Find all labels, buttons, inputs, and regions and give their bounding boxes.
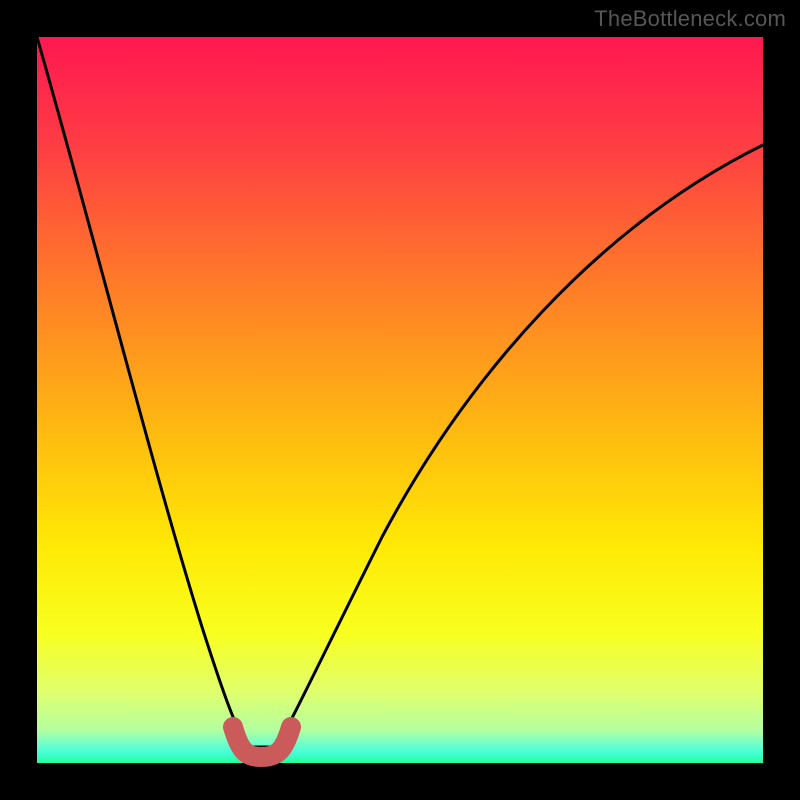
chart-plot-area [37, 37, 763, 763]
curve-layer [37, 37, 763, 763]
bottleneck-curve [37, 37, 763, 747]
trough-highlight [233, 727, 291, 757]
watermark-text: TheBottleneck.com [594, 6, 786, 32]
